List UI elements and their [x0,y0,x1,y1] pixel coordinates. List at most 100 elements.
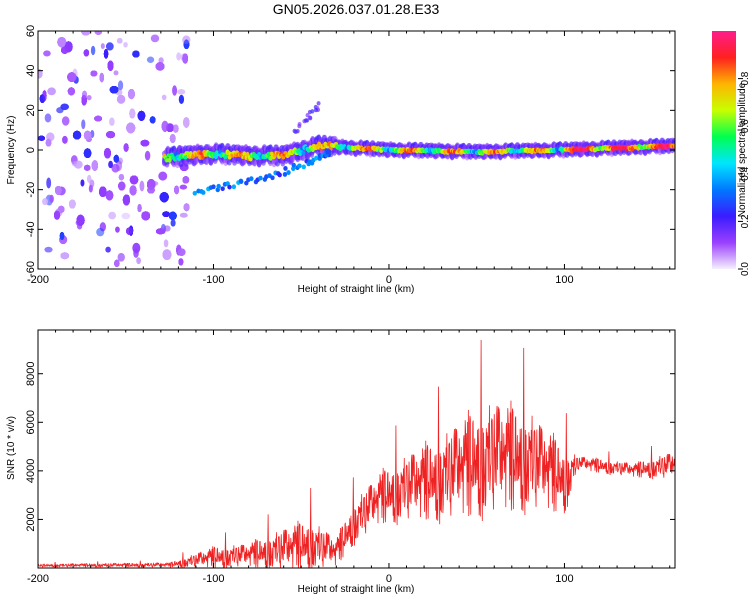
noise-blob [59,232,65,240]
noise-blob [139,180,145,192]
spectrogram-marks [38,31,675,267]
noise-blob [146,56,155,63]
noise-blob [182,53,188,64]
noise-blob [39,94,46,103]
noise-blob [144,150,151,161]
noise-blob [113,154,119,163]
noise-blob [128,225,134,236]
noise-blob [57,37,67,48]
noise-blob [55,186,62,195]
noise-blob [83,130,92,140]
noise-blob [140,139,150,147]
spectrogram-ytick-label: 0 [25,147,37,153]
noise-blob [67,72,77,82]
snr-ytick-label: 4000 [25,459,37,483]
noise-blob [109,86,119,94]
secondary-trace-cell [286,170,291,175]
noise-blob [174,185,180,195]
noise-blob [81,94,87,106]
noise-blob [108,160,113,169]
noise-blob [183,117,190,128]
band-cell [317,141,322,147]
band-cell [242,151,247,156]
noise-blob [49,194,54,203]
upper-trace-cell [303,118,308,123]
noise-blob [182,176,190,184]
noise-blob [163,239,169,248]
noise-blob [114,259,120,267]
noise-blob [87,174,92,183]
noise-blob [172,85,178,96]
noise-blob [83,49,90,57]
secondary-trace-cell [220,186,225,192]
noise-blob [106,131,115,139]
noise-blob [141,211,151,221]
secondary-trace-cell [225,181,230,187]
noise-blob [91,160,99,171]
noise-blob [81,31,91,36]
snr-ytick-label: 8000 [25,361,37,385]
spectrogram-xtick-label: -200 [27,274,49,286]
noise-blob [162,211,170,217]
secondary-trace-cell [249,176,254,182]
noise-blob [105,246,111,253]
noise-blob [115,226,120,233]
band-cell [301,151,306,155]
spectrogram-ytick-label: 40 [25,65,37,77]
noise-blob [172,124,179,133]
secondary-trace-cell [297,163,302,169]
noise-blob [94,31,102,35]
noise-blob [113,70,119,76]
noise-blob [123,143,129,152]
snr-frame [37,329,676,569]
secondary-trace-cell [270,175,275,181]
colorbar-scale [712,31,736,269]
colorbar: 0.0 0.2 0.4 0.6 0.8 Normalized spectral ampl… [712,31,750,276]
secondary-trace-cell [239,179,244,184]
noise-blob [44,113,52,123]
noise-blob [163,225,171,232]
noise-blob [100,43,105,49]
secondary-trace-cell [216,183,221,189]
noise-blob [118,181,126,191]
spectrogram-xtick-label: 100 [555,274,573,286]
colorbar-tick-label: 0.0 [740,262,750,276]
noise-blob [123,41,128,48]
noise-blob [159,192,169,203]
noise-blob [107,60,114,71]
noise-blob [57,205,65,213]
noise-blob [64,41,73,53]
upper-trace-cell [308,115,313,121]
noise-blob [128,89,135,100]
noise-blob [158,171,168,181]
colorbar-ticks: 0.0 0.2 0.4 0.6 0.8 [738,71,750,276]
noise-blob [96,227,105,237]
noise-blob [61,116,70,126]
noise-blob [38,68,43,79]
noise-blob [108,211,117,220]
upper-trace-cell [313,107,318,113]
noise-blob [169,134,176,143]
spectrogram-y-axis-label: Frequency (Hz) [6,116,17,185]
spectrogram-ytick-label: -20 [25,182,37,198]
spectrogram-xtick-label: -100 [202,274,224,286]
secondary-trace-cell [211,184,216,190]
spectrogram-ytick-label: 60 [25,25,37,37]
noise-blob [54,210,61,220]
snr-x-axis-label: Height of straight line (km) [298,584,415,595]
noise-blob [45,138,52,147]
noise-blob [178,94,185,104]
noise-blob [136,257,141,265]
band-cell [283,151,288,155]
secondary-trace-cell [282,172,288,177]
secondary-trace-cell [201,190,206,195]
chart-title: GN05.2026.037.01.28.E33 [273,1,440,17]
band-cell [183,155,188,160]
noise-blob [81,119,86,130]
noise-blob [105,42,114,51]
spectrogram-ytick-label: -40 [25,221,37,237]
noise-blob [43,50,51,57]
